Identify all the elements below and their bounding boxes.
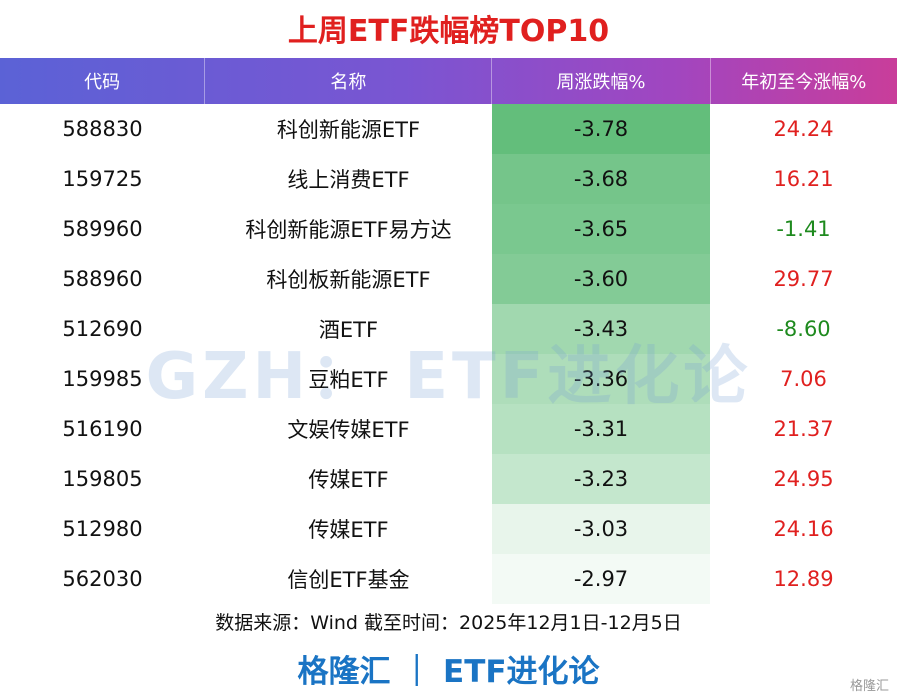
table-cell: 科创新能源ETF易方达 [245,218,452,242]
table-cell: 科创新能源ETF [276,118,421,142]
table-cell: -3.03 [492,504,710,554]
table-row: 512690 酒ETF -3.43 -8.60 [0,304,897,354]
footer: 格隆汇 ｜ ETF进化论 [297,654,600,690]
table-cell: 562030 [62,567,143,591]
column-header: 代码 [84,72,121,93]
table-cell: 159805 [62,467,143,491]
table-cell: 7.06 [780,367,827,391]
table-cell: -3.60 [492,254,710,304]
table: 代码 名称 周涨跌幅% 年初至今涨幅% 588830 科创新能源ETF -3.78 24.2… [0,58,897,604]
table-cell: 159725 [62,167,143,191]
column-header: 年初至今涨幅% [709,58,897,104]
table-row: 562030 信创ETF基金 -2.97 12.89 [0,554,897,604]
table-cell: -3.78 [492,104,710,154]
table-cell: -1.41 [776,217,831,241]
table-cell: 512980 [62,517,143,541]
table-row: 159985 豆粕ETF -3.36 7.06 [0,354,897,404]
table-cell: -8.60 [776,317,831,341]
table-cell: 豆粕ETF [308,368,389,392]
table-cell: 29.77 [773,267,834,291]
table-cell: 科创板新能源ETF [266,268,431,292]
table-cell: 酒ETF [318,318,379,342]
table-cell: 588830 [62,117,143,141]
table-cell: 24.24 [773,117,834,141]
header-row: 代码 名称 周涨跌幅% 年初至今涨幅% [0,58,897,104]
table-cell: -3.68 [492,154,710,204]
column-header: 名称 [204,58,491,104]
table-cell: -2.97 [492,554,710,604]
table-cell: 24.16 [773,517,834,541]
table-cell: 传媒ETF [308,468,389,492]
table-cell: 21.37 [773,417,834,441]
table-cell: 文娱传媒ETF [287,418,410,442]
table-cell: 16.21 [773,167,834,191]
logo: 格隆汇 [849,679,889,694]
table-cell: 12.89 [773,567,834,591]
table-cell: -3.43 [492,304,710,354]
table-cell: 512690 [62,317,143,341]
title: 上周ETF跌幅榜TOP10 [287,14,610,49]
table-cell: -3.36 [492,354,710,404]
table-row: 159725 线上消费ETF -3.68 16.21 [0,154,897,204]
table-cell: 516190 [62,417,143,441]
table-cell: -3.65 [492,204,710,254]
source: 数据来源：Wind 截至时间：2025年12月1日-12月5日 [215,612,682,634]
table-cell: 信创ETF基金 [287,568,410,592]
table-cell: -3.31 [492,404,710,454]
table-row: 516190 文娱传媒ETF -3.31 21.37 [0,404,897,454]
table-row: 588830 科创新能源ETF -3.78 24.24 [0,104,897,154]
table-cell: 589960 [62,217,143,241]
table-cell: 24.95 [773,467,834,491]
table-row: 159805 传媒ETF -3.23 24.95 [0,454,897,504]
table-cell: 线上消费ETF [287,168,410,192]
table-row: 588960 科创板新能源ETF -3.60 29.77 [0,254,897,304]
table-row: 589960 科创新能源ETF易方达 -3.65 -1.41 [0,204,897,254]
table-cell: 传媒ETF [308,518,389,542]
column-header: 周涨跌幅% [491,58,709,104]
table-row: 512980 传媒ETF -3.03 24.16 [0,504,897,554]
table-cell: 588960 [62,267,143,291]
table-cell: 159985 [62,367,143,391]
table-cell: -3.23 [492,454,710,504]
